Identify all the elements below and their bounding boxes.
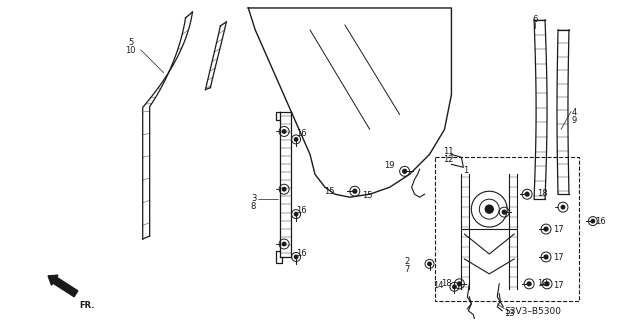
Circle shape bbox=[458, 282, 461, 286]
Text: 9: 9 bbox=[572, 116, 577, 124]
Text: 19: 19 bbox=[384, 161, 394, 170]
Text: S3V3–B5300: S3V3–B5300 bbox=[504, 307, 562, 316]
Text: 18: 18 bbox=[537, 189, 548, 198]
Circle shape bbox=[544, 227, 548, 231]
Text: 2: 2 bbox=[404, 257, 409, 266]
Text: FR.: FR. bbox=[79, 301, 95, 310]
FancyArrow shape bbox=[48, 275, 78, 297]
Text: 3: 3 bbox=[251, 194, 256, 203]
Circle shape bbox=[525, 192, 529, 196]
Circle shape bbox=[282, 242, 286, 246]
Text: 17: 17 bbox=[553, 253, 563, 262]
Circle shape bbox=[527, 282, 531, 286]
Text: 7: 7 bbox=[404, 265, 409, 274]
Text: 16: 16 bbox=[296, 130, 307, 139]
Text: 12: 12 bbox=[443, 156, 453, 164]
Text: 17: 17 bbox=[553, 225, 563, 234]
Text: 8: 8 bbox=[251, 202, 256, 211]
Text: 1: 1 bbox=[463, 166, 469, 175]
Circle shape bbox=[294, 138, 298, 141]
Circle shape bbox=[545, 282, 549, 286]
Text: 16: 16 bbox=[296, 206, 307, 215]
Circle shape bbox=[282, 188, 286, 191]
Text: 17: 17 bbox=[553, 281, 563, 290]
Text: 13: 13 bbox=[504, 309, 515, 318]
Text: 18: 18 bbox=[441, 279, 451, 288]
Text: 4: 4 bbox=[572, 108, 577, 116]
Circle shape bbox=[485, 205, 493, 213]
Text: 16: 16 bbox=[595, 217, 605, 226]
Circle shape bbox=[544, 255, 548, 259]
Text: 14: 14 bbox=[433, 281, 443, 290]
Text: 10: 10 bbox=[125, 46, 136, 55]
Text: 6: 6 bbox=[532, 15, 538, 24]
Text: 18: 18 bbox=[537, 279, 548, 288]
Circle shape bbox=[294, 255, 298, 259]
Text: 11: 11 bbox=[443, 148, 453, 156]
Circle shape bbox=[294, 212, 298, 216]
Text: 16: 16 bbox=[296, 249, 307, 258]
Circle shape bbox=[403, 169, 406, 173]
Circle shape bbox=[562, 205, 565, 209]
Circle shape bbox=[453, 285, 456, 289]
Text: 15: 15 bbox=[324, 187, 335, 196]
Circle shape bbox=[353, 189, 357, 193]
Text: 15: 15 bbox=[362, 191, 372, 200]
Circle shape bbox=[502, 210, 506, 214]
Circle shape bbox=[591, 220, 595, 223]
Text: 5: 5 bbox=[128, 38, 133, 47]
Circle shape bbox=[282, 130, 286, 133]
Circle shape bbox=[428, 262, 431, 266]
